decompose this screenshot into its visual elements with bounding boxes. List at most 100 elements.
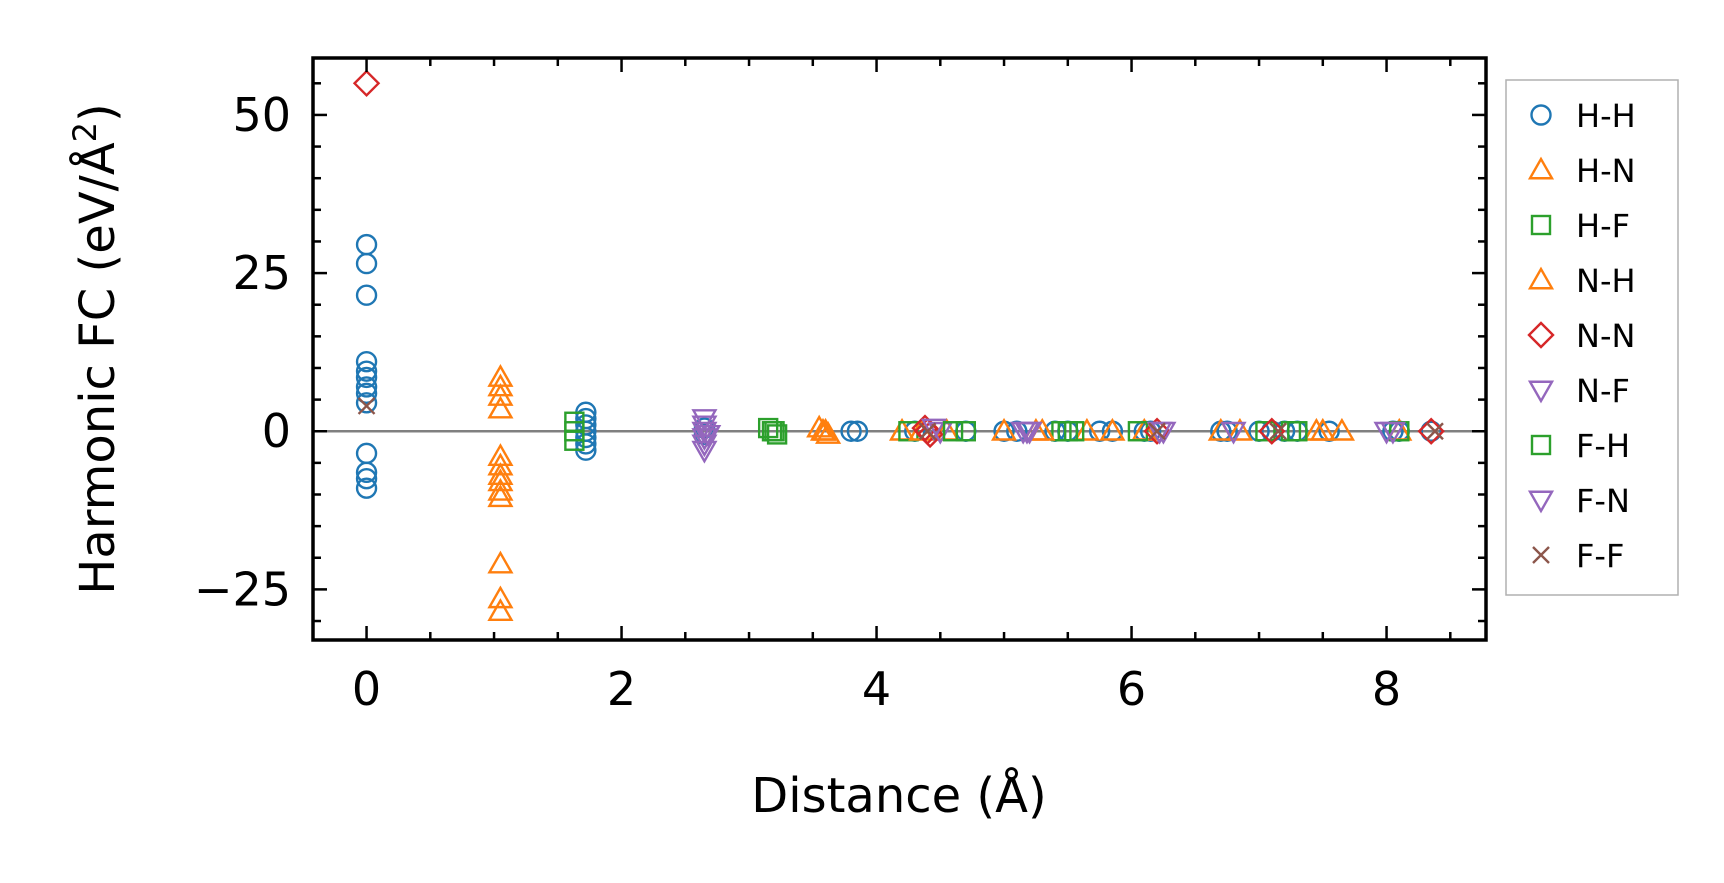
legend-item-h-f: H-F	[1530, 207, 1630, 245]
series-f-f	[357, 397, 1444, 441]
data-point-f-n	[1379, 421, 1406, 445]
y-tick-label: 25	[232, 246, 291, 300]
data-point-n-h	[809, 417, 837, 441]
data-point-h-n	[487, 452, 514, 476]
legend-item-n-n: N-N	[1527, 317, 1635, 355]
legend: H-H H-N H-F N-H N-N N-F F-H F-N F-F	[1505, 79, 1679, 596]
data-point-f-f	[357, 397, 376, 415]
data-point-h-h	[1139, 420, 1162, 442]
data-point-n-h	[1099, 417, 1126, 441]
data-point-h-n	[1226, 417, 1253, 441]
data-point-h-n	[487, 383, 514, 406]
legend-item-n-f: N-F	[1527, 372, 1630, 410]
data-point-n-n	[352, 69, 381, 98]
legend-item-f-f: F-F	[1532, 537, 1624, 575]
legend-item-h-h: H-H	[1530, 97, 1636, 135]
data-point-h-h	[1318, 420, 1340, 442]
legend-item-n-h: N-H	[1527, 262, 1636, 300]
data-point-h-h	[355, 366, 378, 389]
y-axis-title-superscript: 2	[66, 122, 104, 142]
data-point-h-n	[487, 477, 514, 501]
legend-label-f-h: F-H	[1576, 427, 1630, 465]
data-point-h-h	[846, 420, 869, 442]
legend-marker-n-f	[1527, 380, 1555, 404]
legend-marker-n-h	[1527, 266, 1555, 290]
plot-frame	[311, 56, 1488, 642]
data-point-f-h	[1057, 421, 1079, 442]
series-f-h	[761, 421, 1308, 442]
legend-item-h-n: H-N	[1527, 152, 1636, 190]
legend-label-f-n: F-N	[1576, 482, 1630, 520]
data-point-n-f	[927, 421, 954, 445]
data-point-n-f	[1220, 421, 1247, 445]
data-point-h-n	[487, 585, 514, 609]
legend-items: H-H H-N H-F N-H N-N N-F F-H F-N F-F	[1527, 97, 1636, 575]
data-point-h-h	[355, 467, 378, 490]
legend-item-f-h: F-H	[1530, 427, 1630, 465]
data-point-h-h	[355, 392, 378, 414]
data-point-h-n	[815, 420, 842, 444]
data-point-f-h	[942, 421, 964, 442]
data-point-h-n	[990, 417, 1018, 441]
legend-label-h-f: H-F	[1576, 207, 1630, 245]
data-point-h-h	[355, 382, 378, 404]
data-point-n-f	[691, 421, 718, 445]
data-point-f-f	[1426, 422, 1444, 441]
data-point-h-h	[1088, 420, 1111, 442]
data-point-f-f	[918, 422, 937, 441]
legend-label-f-f: F-F	[1576, 537, 1624, 575]
data-point-n-f	[691, 440, 718, 464]
y-tick-label: 50	[232, 88, 291, 142]
data-point-n-n	[1258, 417, 1286, 445]
data-point-h-n	[1073, 417, 1100, 441]
data-point-h-h	[840, 420, 862, 442]
x-tick-label: 0	[352, 662, 381, 716]
data-point-h-n	[1328, 417, 1355, 441]
data-point-n-f	[691, 409, 718, 433]
data-point-f-n	[1013, 421, 1041, 445]
data-point-n-f	[691, 428, 718, 451]
data-point-h-n	[487, 462, 514, 485]
y-tick-label: 0	[262, 404, 291, 458]
data-point-h-h	[355, 376, 378, 398]
data-point-h-f	[766, 424, 788, 445]
legend-item-f-n: F-N	[1527, 482, 1630, 520]
legend-marker-f-f	[1532, 546, 1550, 564]
y-axis-title: Harmonic FC (eV/Å2)	[66, 103, 126, 595]
data-point-h-h	[1006, 420, 1028, 442]
legend-marker-h-n	[1527, 156, 1555, 180]
x-tick-label: 2	[607, 662, 636, 716]
data-markers	[352, 69, 1445, 621]
data-point-h-n	[806, 414, 833, 438]
data-point-n-h	[1309, 417, 1336, 441]
x-tick-label: 4	[862, 662, 891, 716]
data-point-h-f	[1127, 421, 1149, 442]
axis-ticks	[313, 58, 1486, 640]
legend-marker-h-f	[1530, 214, 1552, 236]
data-point-h-n	[487, 395, 514, 419]
data-point-h-n	[487, 598, 514, 621]
data-point-h-h	[355, 360, 378, 382]
data-point-h-h	[355, 284, 378, 306]
x-tick-label: 8	[1372, 662, 1401, 716]
legend-frame	[1505, 79, 1679, 596]
data-point-h-h	[355, 477, 378, 499]
data-point-h-f	[955, 421, 976, 442]
legend-label-n-f: N-F	[1576, 372, 1630, 410]
legend-label-n-h: N-H	[1576, 262, 1636, 300]
legend-marker-f-n	[1527, 490, 1555, 514]
legend-label-h-n: H-N	[1576, 152, 1636, 190]
x-axis-title: Distance (Å)	[751, 767, 1046, 824]
legend-marker-n-n	[1527, 321, 1555, 349]
y-axis-title-close: )	[70, 103, 126, 122]
data-point-h-n	[487, 550, 514, 574]
tick-labels: 0 2 4 6 8 −25 0 25 50	[194, 88, 1401, 716]
data-point-f-h	[1287, 421, 1308, 442]
legend-marker-f-h	[1530, 434, 1552, 456]
x-tick-label: 6	[1117, 662, 1146, 716]
data-point-f-f	[1269, 422, 1288, 441]
data-point-f-n	[695, 424, 722, 448]
data-point-h-h	[1420, 420, 1442, 442]
